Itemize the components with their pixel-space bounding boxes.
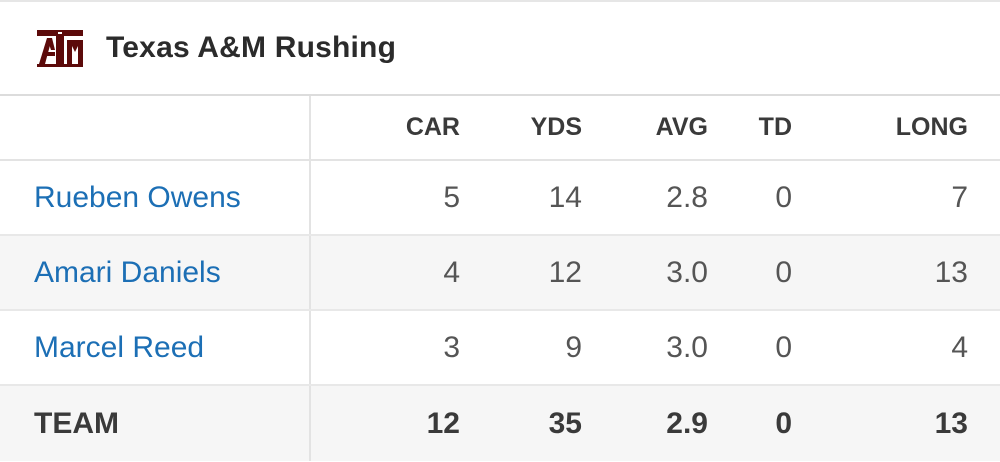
- table-row: Marcel Reed 3 9 3.0 0 4: [0, 310, 1000, 386]
- yds-cell: 14: [470, 160, 592, 236]
- avg-cell: 3.0: [592, 235, 718, 311]
- long-cell: 7: [802, 160, 1000, 236]
- team-total-row: TEAM 12 35 2.9 0 13: [0, 385, 1000, 461]
- team-td-cell: 0: [718, 385, 802, 461]
- player-name-cell: Rueben Owens: [0, 160, 311, 236]
- column-header-car: CAR: [310, 96, 470, 161]
- player-name-cell: Marcel Reed: [0, 310, 311, 386]
- long-cell: 4: [802, 310, 1000, 386]
- rushing-stats-table: CAR YDS AVG TD LONG Rueben Owens 5 14 2.…: [0, 96, 1000, 461]
- column-header-long: LONG: [802, 96, 1000, 161]
- atm-logo-icon: [34, 26, 86, 70]
- table-row: Rueben Owens 5 14 2.8 0 7: [0, 160, 1000, 236]
- td-cell: 0: [718, 160, 802, 236]
- player-link[interactable]: Rueben Owens: [34, 180, 241, 214]
- table-header-row: CAR YDS AVG TD LONG: [0, 96, 1000, 161]
- team-avg-cell: 2.9: [592, 385, 718, 461]
- player-name-cell: Amari Daniels: [0, 235, 311, 311]
- avg-cell: 2.8: [592, 160, 718, 236]
- column-header-player: [0, 96, 311, 161]
- column-header-avg: AVG: [592, 96, 718, 161]
- team-label: TEAM: [0, 385, 311, 461]
- long-cell: 13: [802, 235, 1000, 311]
- car-cell: 4: [310, 235, 470, 311]
- player-link[interactable]: Amari Daniels: [34, 255, 221, 289]
- table-row: Amari Daniels 4 12 3.0 0 13: [0, 235, 1000, 311]
- yds-cell: 9: [470, 310, 592, 386]
- car-cell: 3: [310, 310, 470, 386]
- player-link[interactable]: Marcel Reed: [34, 330, 205, 364]
- avg-cell: 3.0: [592, 310, 718, 386]
- column-header-td: TD: [718, 96, 802, 161]
- column-header-yds: YDS: [470, 96, 592, 161]
- car-cell: 5: [310, 160, 470, 236]
- team-long-cell: 13: [802, 385, 1000, 461]
- card-header: Texas A&M Rushing: [0, 2, 1000, 96]
- yds-cell: 12: [470, 235, 592, 311]
- card-title: Texas A&M Rushing: [106, 31, 397, 64]
- td-cell: 0: [718, 235, 802, 311]
- team-car-cell: 12: [310, 385, 470, 461]
- team-yds-cell: 35: [470, 385, 592, 461]
- td-cell: 0: [718, 310, 802, 386]
